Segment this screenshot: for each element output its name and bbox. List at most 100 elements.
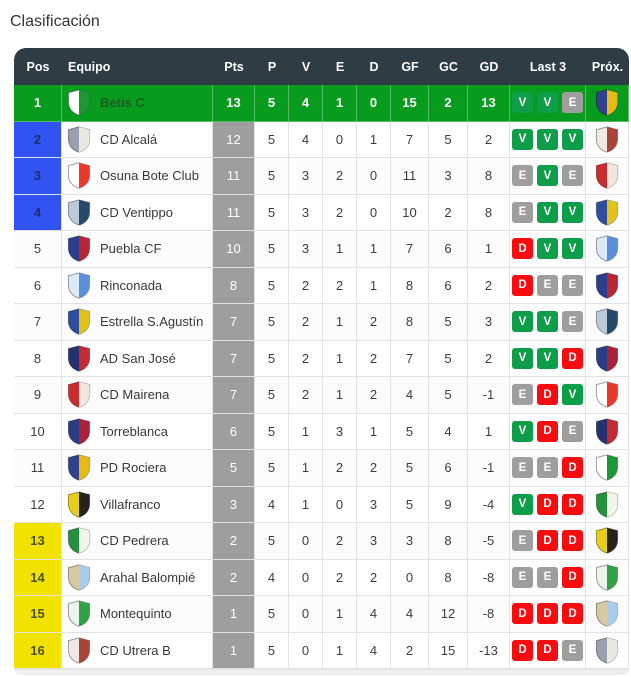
team-name: Osuna Bote Club bbox=[100, 168, 200, 184]
page-title: Clasificación bbox=[10, 13, 100, 30]
team-cell: Montequinto bbox=[62, 596, 213, 633]
pts-cell: 1 bbox=[213, 632, 255, 669]
next-opponent-cell bbox=[586, 85, 629, 122]
goals-against-cell: 5 bbox=[429, 304, 468, 341]
pts-cell: 7 bbox=[213, 377, 255, 414]
next-opponent-cell bbox=[586, 267, 629, 304]
team-name: Puebla CF bbox=[100, 241, 162, 257]
next-opponent-crest-icon bbox=[595, 491, 619, 518]
team-cell: CD Utrera B bbox=[62, 632, 213, 669]
result-badge: V bbox=[512, 493, 533, 515]
goals-against-cell: 5 bbox=[429, 121, 468, 158]
column-header-gd: GD bbox=[479, 59, 499, 74]
result-badge: V bbox=[512, 311, 533, 333]
goal-diff-cell: 2 bbox=[468, 121, 510, 158]
pts-cell: 5 bbox=[213, 450, 255, 487]
result-badge: D bbox=[562, 566, 583, 588]
played-cell: 4 bbox=[255, 559, 289, 596]
team-cell: AD San José bbox=[62, 340, 213, 377]
draws-cell: 2 bbox=[323, 194, 357, 231]
team-name: Montequinto bbox=[100, 606, 172, 622]
next-opponent-cell bbox=[586, 450, 629, 487]
team-crest-icon bbox=[67, 308, 91, 335]
result-badge: D bbox=[512, 639, 533, 661]
goal-diff-cell: 2 bbox=[468, 267, 510, 304]
result-badge: E bbox=[512, 530, 533, 552]
goals-for-cell: 4 bbox=[391, 596, 429, 633]
next-opponent-crest-icon bbox=[595, 126, 619, 153]
goals-against-cell: 8 bbox=[429, 523, 468, 560]
result-badge: D bbox=[562, 493, 583, 515]
team-crest-icon bbox=[67, 162, 91, 189]
result-badge: E bbox=[562, 311, 583, 333]
goals-against-cell: 6 bbox=[429, 450, 468, 487]
result-badge: V bbox=[537, 311, 558, 333]
draws-cell: 1 bbox=[323, 231, 357, 268]
losses-cell: 2 bbox=[357, 304, 391, 341]
team-cell: CD Ventippo bbox=[62, 194, 213, 231]
team-cell: Osuna Bote Club bbox=[62, 158, 213, 195]
team-name: Torreblanca bbox=[100, 423, 168, 439]
draws-cell: 0 bbox=[323, 121, 357, 158]
result-badge: V bbox=[537, 165, 558, 187]
result-badge: V bbox=[562, 238, 583, 260]
goals-for-cell: 8 bbox=[391, 267, 429, 304]
pts-cell: 8 bbox=[213, 267, 255, 304]
result-badge: E bbox=[537, 274, 558, 296]
team-crest-icon bbox=[67, 564, 91, 591]
result-badge: V bbox=[512, 128, 533, 150]
played-cell: 5 bbox=[255, 340, 289, 377]
result-badge: V bbox=[512, 420, 533, 442]
played-cell: 5 bbox=[255, 304, 289, 341]
goal-diff-cell: -8 bbox=[468, 559, 510, 596]
pts-cell: 11 bbox=[213, 194, 255, 231]
losses-cell: 3 bbox=[357, 523, 391, 560]
next-opponent-crest-icon bbox=[595, 454, 619, 481]
draws-cell: 1 bbox=[323, 632, 357, 669]
column-header-gc: GC bbox=[439, 59, 458, 74]
team-name: CD Pedrera bbox=[100, 533, 169, 549]
wins-cell: 2 bbox=[289, 340, 323, 377]
goals-for-cell: 5 bbox=[391, 413, 429, 450]
draws-cell: 2 bbox=[323, 267, 357, 304]
goals-against-cell: 15 bbox=[429, 632, 468, 669]
pts-cell: 6 bbox=[213, 413, 255, 450]
goals-against-cell: 5 bbox=[429, 340, 468, 377]
result-badge: D bbox=[537, 639, 558, 661]
team-cell: Betis C bbox=[62, 85, 213, 122]
wins-cell: 1 bbox=[289, 413, 323, 450]
draws-cell: 2 bbox=[323, 158, 357, 195]
goals-for-cell: 15 bbox=[391, 85, 429, 122]
result-badge: D bbox=[562, 457, 583, 479]
team-crest-icon bbox=[67, 235, 91, 262]
draws-cell: 2 bbox=[323, 450, 357, 487]
pos-cell: 8 bbox=[14, 340, 62, 377]
next-opponent-cell bbox=[586, 304, 629, 341]
result-badge: E bbox=[512, 165, 533, 187]
wins-cell: 1 bbox=[289, 450, 323, 487]
next-opponent-crest-icon bbox=[595, 345, 619, 372]
